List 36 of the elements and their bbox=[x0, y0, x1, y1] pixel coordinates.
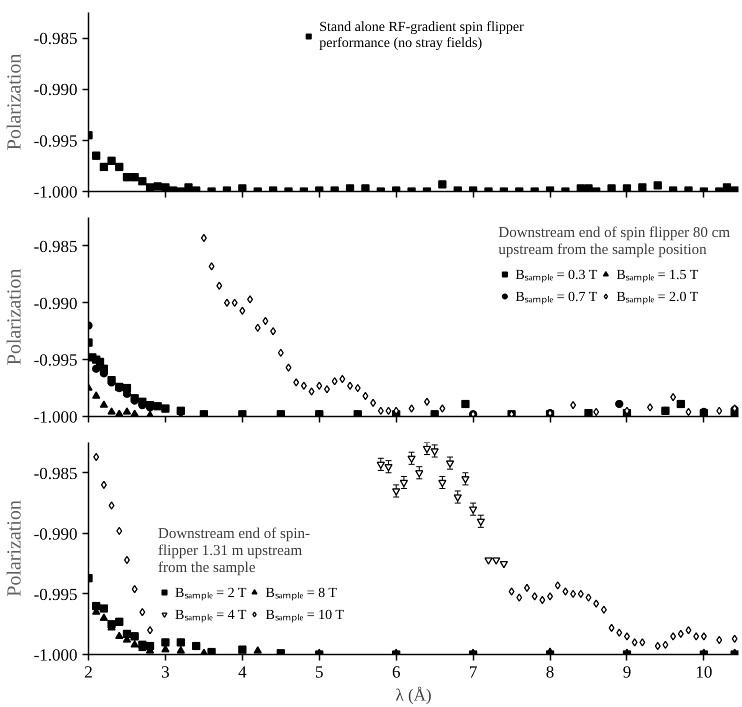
y-tick-label: -0.995 bbox=[34, 131, 78, 150]
legend-title: Downstream end of spin flipper 80 cm upstream from the sample position bbox=[498, 225, 730, 259]
legend-label: Bₛₐₘₚₗₑ = 4 T bbox=[175, 607, 246, 624]
legend-title: Downstream end of spin-flipper 1.31 m upstream from the sample bbox=[158, 526, 312, 577]
legend-label: Bₛₐₘₚₗₑ = 10 T bbox=[265, 607, 344, 624]
x-tick-label: 10 bbox=[695, 662, 712, 682]
x-tick-label: 2 bbox=[84, 662, 93, 682]
y-tick-label: -0.990 bbox=[34, 294, 78, 313]
x-tick-label: 7 bbox=[468, 662, 478, 682]
y-tick-label: -1.000 bbox=[34, 408, 78, 426]
x-axis-title: λ (Å) bbox=[395, 686, 432, 704]
x-tick-label: 8 bbox=[546, 662, 554, 682]
y-axis-title: Polarization bbox=[4, 268, 26, 366]
legend-label: Bₛₐₘₚₗₑ = 0.7 T bbox=[515, 289, 598, 306]
x-tick-label: 5 bbox=[315, 662, 324, 682]
y-tick-label: -0.995 bbox=[34, 350, 78, 370]
legend-label: Bₛₐₘₚₗₑ = 2.0 T bbox=[616, 289, 698, 306]
x-tick-label: 3 bbox=[161, 662, 170, 682]
x-tick-label: 4 bbox=[238, 662, 248, 682]
y-tick-label: -0.995 bbox=[34, 584, 78, 604]
y-tick-label: -1.000 bbox=[34, 182, 78, 202]
y-tick-label: -0.985 bbox=[34, 236, 78, 256]
y-tick-label: -0.985 bbox=[34, 464, 78, 483]
y-tick-label: -0.990 bbox=[34, 524, 78, 544]
y-tick-label: -0.990 bbox=[34, 80, 78, 100]
y-tick-label: -0.985 bbox=[34, 29, 78, 48]
legend-label: Bₛₐₘₚₗₑ = 2 T bbox=[175, 585, 246, 602]
legend-label: Bₛₐₘₚₗₑ = 1.5 T bbox=[616, 267, 698, 284]
legend-label: Bₛₐₘₚₗₑ = 8 T bbox=[265, 585, 337, 602]
y-axis-title: Polarization bbox=[4, 54, 26, 150]
y-axis-title: Polarization bbox=[4, 500, 26, 597]
legend-label: Stand alone RF-gradient spin flipper performance (no stray fields) bbox=[319, 20, 524, 52]
x-tick-label: 6 bbox=[392, 662, 400, 682]
y-tick-label: -1.000 bbox=[34, 646, 78, 664]
x-tick-label: 9 bbox=[622, 662, 632, 682]
legend-label: Bₛₐₘₚₗₑ = 0.3 T bbox=[515, 267, 598, 284]
